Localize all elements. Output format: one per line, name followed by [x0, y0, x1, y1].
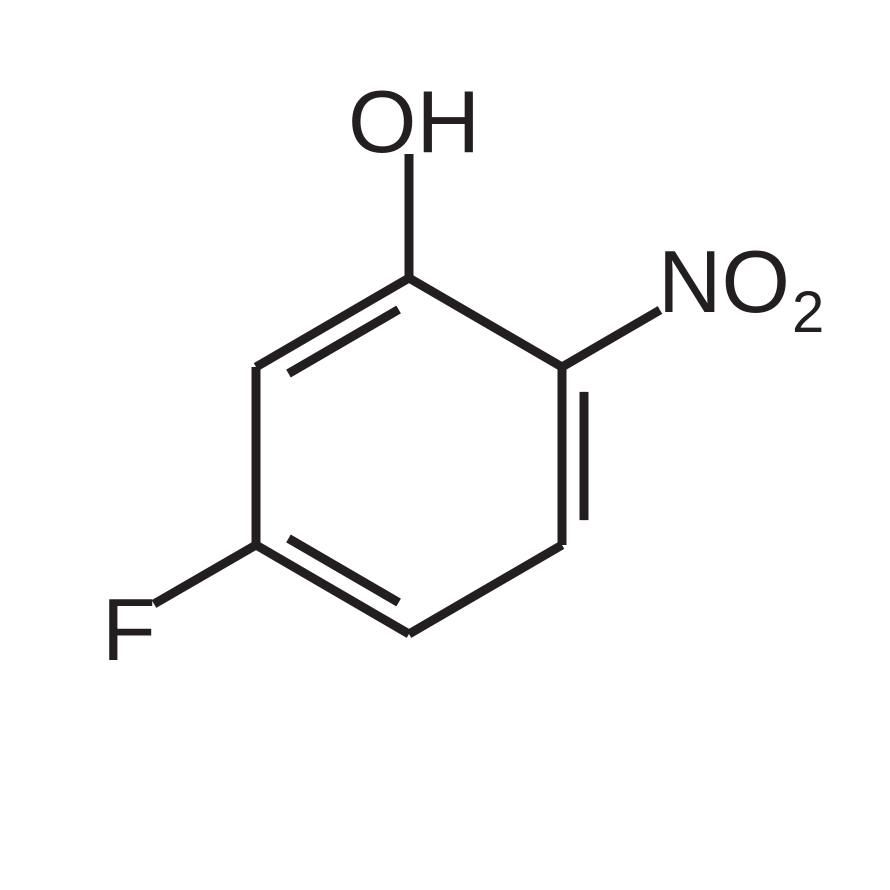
subst-bond-f — [154, 545, 256, 604]
ring-bond-3 — [256, 545, 409, 634]
subst-bond-no2 — [562, 310, 660, 367]
ring-bond-2 — [409, 545, 562, 634]
labels-layer: OH NO2 F — [102, 72, 824, 679]
label-no2: NO — [658, 232, 790, 331]
ring-bond-5 — [256, 278, 409, 367]
molecule-diagram: OH NO2 F — [0, 0, 890, 890]
label-oh: OH — [348, 72, 480, 171]
label-f: F — [102, 580, 156, 679]
ring-bond-0 — [409, 278, 562, 367]
bonds-layer — [154, 154, 660, 634]
label-no2-sub: 2 — [792, 280, 824, 345]
